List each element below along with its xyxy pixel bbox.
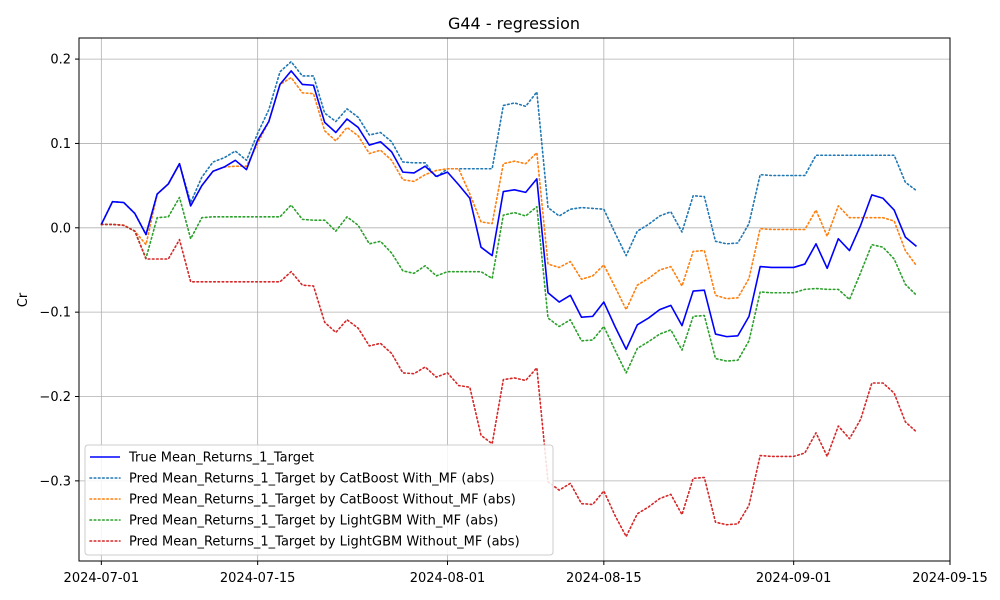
legend-label: Pred Mean_Returns_1_Target by LightGBM W… — [129, 535, 520, 550]
legend-label: True Mean_Returns_1_Target — [128, 451, 314, 466]
series-line-1 — [100, 60, 918, 257]
legend: True Mean_Returns_1_Target Pred Mean_Retu… — [84, 444, 554, 556]
series-line-2 — [100, 76, 918, 311]
y-tick-label: 0.2 — [50, 53, 71, 68]
y-axis-label: Cr — [16, 292, 31, 307]
x-tick-label: 2024-07-15 — [220, 571, 296, 586]
x-tick-label: 2024-09-15 — [912, 571, 988, 586]
series-line-4 — [100, 223, 918, 538]
axes-frame — [78, 37, 951, 562]
y-tick-label: −0.2 — [39, 390, 71, 405]
x-tick-label: 2024-08-15 — [566, 571, 642, 586]
y-axis-ticks: 0.2 0.1 0.0 −0.1 −0.2 −0.3 — [39, 53, 79, 489]
legend-label: Pred Mean_Returns_1_Target by LightGBM W… — [129, 514, 498, 529]
legend-label: Pred Mean_Returns_1_Target by CatBoost W… — [129, 472, 495, 487]
legend-label: Pred Mean_Returns_1_Target by CatBoost W… — [129, 493, 516, 508]
series-line-0 — [100, 70, 918, 351]
chart-title: G44 - regression — [448, 14, 580, 33]
x-tick-label: 2024-09-01 — [756, 571, 832, 586]
y-tick-label: −0.3 — [39, 474, 71, 489]
x-tick-label: 2024-07-01 — [64, 571, 140, 586]
legend-box — [84, 444, 554, 556]
y-tick-label: −0.1 — [39, 306, 71, 321]
y-tick-label: 0.0 — [50, 221, 71, 236]
x-tick-label: 2024-08-01 — [410, 571, 486, 586]
x-axis-ticks: 2024-07-01 2024-07-15 2024-08-01 2024-08-15… — [64, 561, 988, 586]
series-line-3 — [100, 196, 918, 374]
series-layer — [100, 60, 918, 538]
grid-lines — [79, 38, 951, 561]
y-tick-label: 0.1 — [50, 137, 71, 152]
